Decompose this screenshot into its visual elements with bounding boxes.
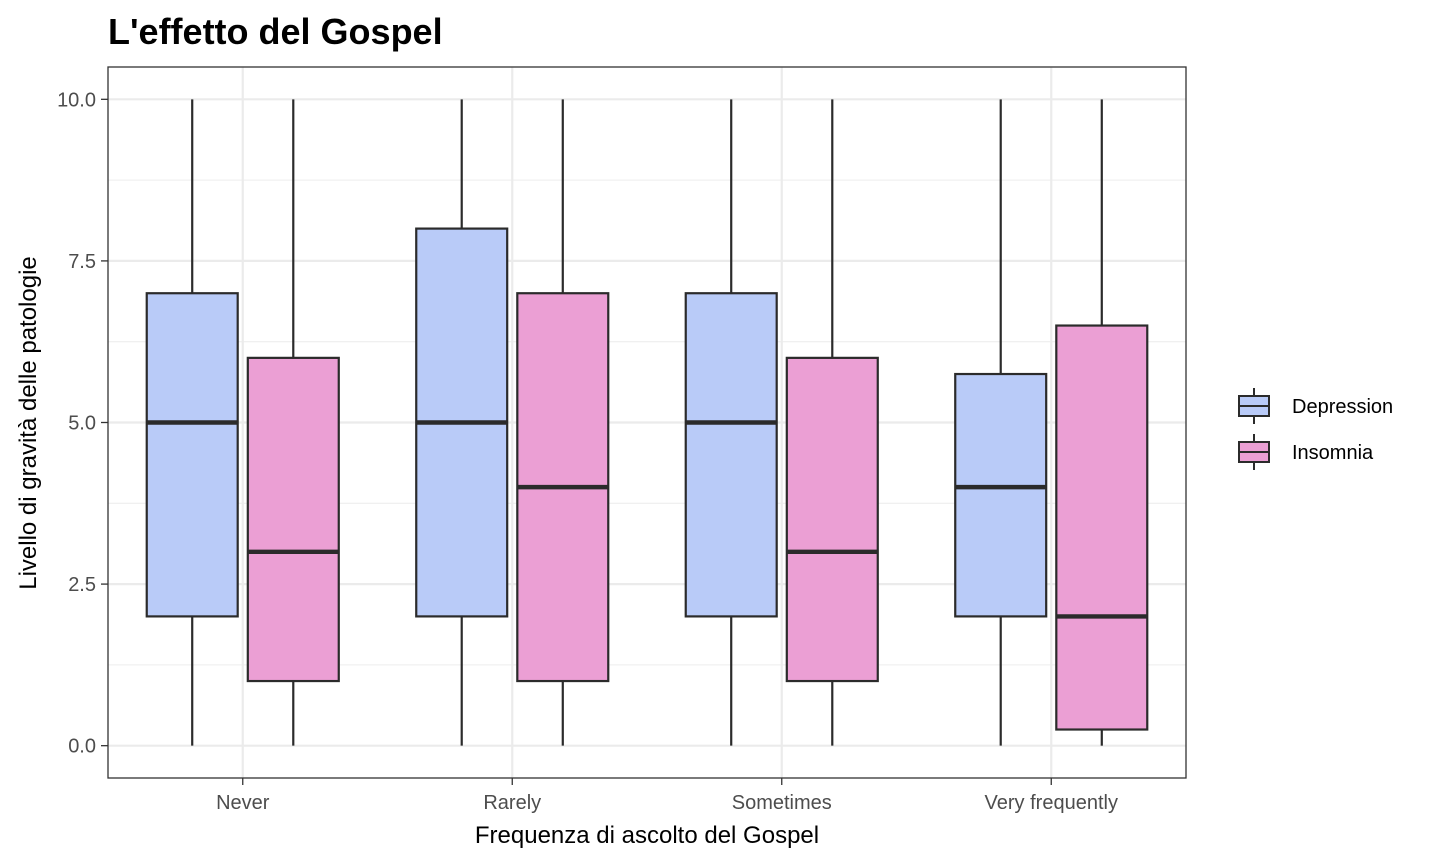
boxplot-insomnia [1055, 99, 1149, 746]
legend: Depression Insomnia [1238, 388, 1393, 470]
boxplot-depression [145, 99, 239, 746]
box-depression [145, 292, 239, 618]
boxplot-depression [415, 99, 509, 746]
legend-label-insomnia: Insomnia [1292, 442, 1374, 464]
box-insomnia [785, 356, 879, 683]
y-tick-label: 2.5 [68, 574, 96, 596]
legend-label-depression: Depression [1292, 396, 1393, 418]
x-tick-label: Very frequently [985, 792, 1118, 814]
box-depression [954, 372, 1048, 618]
boxplot-depression [954, 99, 1048, 746]
y-tick-label: 0.0 [68, 736, 96, 758]
boxplots [145, 99, 1149, 746]
y-tick-label: 7.5 [68, 251, 96, 273]
legend-item-insomnia: Insomnia [1238, 434, 1374, 470]
x-axis-title: Frequenza di ascolto del Gospel [475, 822, 819, 849]
box-insomnia [1055, 324, 1149, 731]
x-tick-label: Rarely [483, 792, 541, 814]
boxplot-insomnia [785, 99, 879, 746]
boxplot-depression [684, 99, 778, 746]
x-tick-label: Sometimes [732, 792, 832, 814]
y-axis: 0.0 2.5 5.0 7.5 10.0 [57, 89, 108, 758]
x-axis: Never Rarely Sometimes Very frequently [216, 778, 1118, 814]
x-tick-label: Never [216, 792, 270, 814]
chart-title: L'effetto del Gospel [108, 11, 443, 52]
boxplot-insomnia [516, 99, 610, 746]
y-tick-label: 10.0 [57, 89, 96, 111]
y-axis-title: Livello di gravità delle patologie [15, 256, 42, 590]
boxplot-insomnia [246, 99, 340, 746]
y-tick-label: 5.0 [68, 413, 96, 435]
box-depression [684, 292, 778, 618]
legend-item-depression: Depression [1238, 388, 1393, 424]
box-insomnia [246, 356, 340, 683]
